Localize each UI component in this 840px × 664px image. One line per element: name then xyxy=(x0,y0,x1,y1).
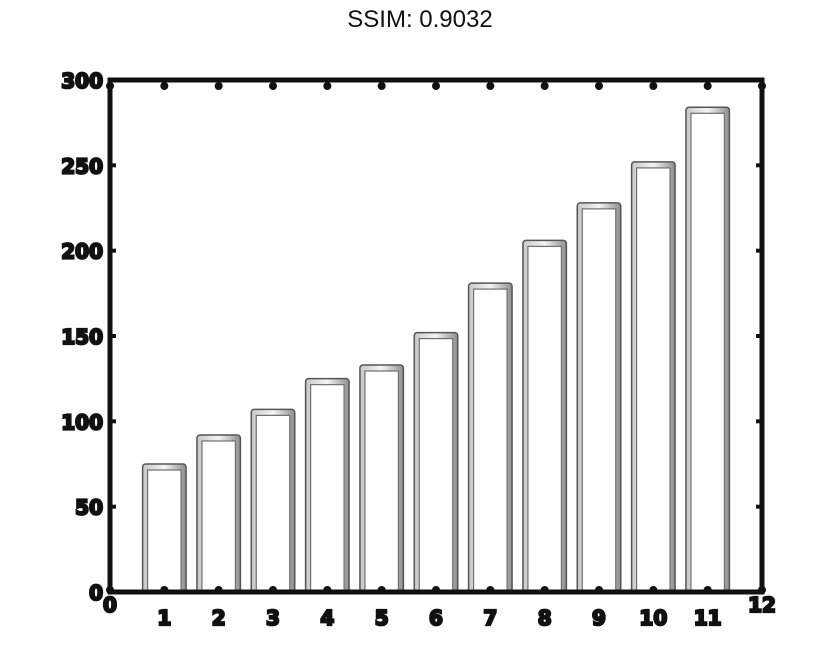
x-tick-label-4: 4 xyxy=(320,606,334,630)
x-tick-label-0: 0 xyxy=(103,593,117,617)
x-tick-top-10 xyxy=(649,82,658,90)
x-tick-top-12 xyxy=(758,82,766,90)
x-tick-label-6: 6 xyxy=(429,606,443,630)
x-tick-label-8: 8 xyxy=(538,606,552,630)
x-tick-bottom-2 xyxy=(214,586,223,594)
x-tick-bottom-4 xyxy=(323,586,332,594)
x-tick-top-5 xyxy=(377,82,386,90)
x-tick-bottom-6 xyxy=(432,586,440,594)
x-tick-top-6 xyxy=(432,82,440,90)
y-tick-label-300: 300 xyxy=(61,69,103,93)
x-tick-label-10: 10 xyxy=(639,606,667,630)
x-tick-label-11: 11 xyxy=(694,606,722,630)
x-tick-label-7: 7 xyxy=(483,606,497,630)
bar-11 xyxy=(685,106,731,593)
x-tick-bottom-10 xyxy=(649,586,658,594)
x-tick-top-1 xyxy=(160,82,169,90)
bar-9 xyxy=(576,202,622,593)
x-tick-bottom-7 xyxy=(486,586,495,594)
bar-10 xyxy=(630,161,676,593)
bar-2 xyxy=(196,434,242,593)
y-tick-labels: 0 50 100 150 200 250 300 xyxy=(60,68,104,606)
y-tick-label-150: 150 xyxy=(61,325,103,349)
y-tick-label-50: 50 xyxy=(75,496,103,520)
y-tick-label-250: 250 xyxy=(61,154,103,178)
x-tick-top-7 xyxy=(486,82,495,90)
x-tick-top-4 xyxy=(323,82,332,90)
x-tick-label-5: 5 xyxy=(375,606,389,630)
x-tick-label-1: 1 xyxy=(157,606,171,630)
bar-7 xyxy=(467,282,513,593)
bar-5 xyxy=(359,364,405,593)
x-tick-label-12: 12 xyxy=(748,593,776,617)
x-tick-bottom-8 xyxy=(540,586,549,594)
y-tick-label-0: 0 xyxy=(89,581,103,605)
x-tick-top-9 xyxy=(595,82,603,90)
x-tick-bottom-11 xyxy=(703,586,712,594)
x-tick-bottom-9 xyxy=(595,586,603,594)
x-tick-bottom-3 xyxy=(269,586,277,594)
x-tick-top-0 xyxy=(106,82,114,90)
x-tick-top-2 xyxy=(214,82,223,90)
y-tick-label-100: 100 xyxy=(61,410,103,434)
x-tick-top-8 xyxy=(540,82,549,90)
bar-6 xyxy=(413,331,459,593)
x-tick-label-9: 9 xyxy=(592,606,606,630)
bar-4 xyxy=(304,377,350,593)
bar-8 xyxy=(522,239,568,593)
x-tick-bottom-1 xyxy=(160,586,169,594)
ticks-group xyxy=(106,78,766,594)
bar-3 xyxy=(250,408,296,593)
x-tick-label-2: 2 xyxy=(212,606,226,630)
bar-1 xyxy=(141,463,187,593)
chart-title: SSIM: 0.9032 xyxy=(347,6,493,33)
bars-group xyxy=(141,106,731,593)
x-tick-top-3 xyxy=(269,82,277,90)
y-tick-label-200: 200 xyxy=(61,240,103,264)
x-tick-bottom-5 xyxy=(377,586,386,594)
x-tick-label-3: 3 xyxy=(266,606,280,630)
x-tick-top-11 xyxy=(703,82,712,90)
